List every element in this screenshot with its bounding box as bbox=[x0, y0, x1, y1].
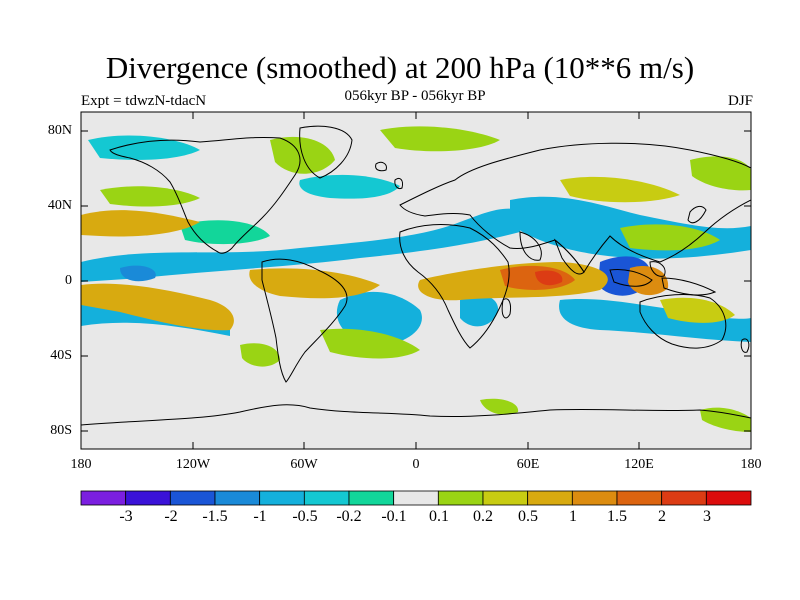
colorbar-label: 2 bbox=[658, 508, 666, 525]
colorbar-swatch bbox=[303, 490, 350, 506]
colorbar-label: 1.5 bbox=[607, 508, 627, 525]
lat-tick-label: 0 bbox=[65, 273, 72, 288]
lon-tick-label: 120E bbox=[624, 457, 654, 472]
colorbar-label: -0.2 bbox=[336, 508, 362, 525]
colorbar-label: 0.5 bbox=[518, 508, 538, 525]
colorbar-swatch bbox=[125, 490, 171, 506]
colorbar-label: -0.1 bbox=[381, 508, 407, 525]
lon-tick-label: 0 bbox=[412, 457, 420, 472]
colorbar-label: 0.1 bbox=[429, 508, 449, 525]
colorbar-swatch bbox=[169, 490, 216, 506]
colorbar-swatch bbox=[214, 490, 261, 506]
lon-tick-label: 60W bbox=[290, 457, 318, 472]
colorbar-label: -0.5 bbox=[292, 508, 318, 525]
colorbar-label: 0.2 bbox=[473, 508, 493, 525]
period-label: 056kyr BP - 056kyr BP bbox=[344, 88, 486, 104]
plot-title: Divergence (smoothed) at 200 hPa (10**6 … bbox=[105, 50, 695, 85]
lon-tick-label: 60E bbox=[516, 457, 540, 472]
colorbar-label: -2 bbox=[164, 508, 178, 525]
axis-ticks bbox=[80, 112, 752, 449]
colorbar-label: 1 bbox=[569, 508, 577, 525]
lat-tick-label: 40S bbox=[50, 348, 72, 363]
colorbar-label: -1.5 bbox=[202, 508, 228, 525]
lat-tick-label: 40N bbox=[47, 198, 72, 213]
colorbar-swatch bbox=[437, 490, 484, 506]
colorbar-swatch bbox=[705, 490, 752, 506]
colorbar-swatch bbox=[616, 490, 663, 506]
season-label: DJF bbox=[727, 93, 753, 109]
colorbar-swatch bbox=[661, 490, 707, 506]
colorbar-swatch bbox=[259, 490, 305, 506]
colorbar-label: -3 bbox=[119, 508, 133, 525]
coastlines bbox=[81, 125, 751, 426]
colorbar-swatch bbox=[571, 490, 618, 506]
experiment-label: Expt = tdwzN-tdacN bbox=[81, 93, 207, 109]
colorbar-swatch bbox=[348, 490, 395, 506]
colorbar-swatch bbox=[393, 490, 439, 506]
lat-tick-label: 80S bbox=[50, 423, 72, 438]
colorbar-label: -1 bbox=[253, 508, 267, 525]
colorbar-swatch bbox=[527, 490, 573, 506]
lon-tick-label: 180 bbox=[740, 457, 762, 472]
lon-tick-label: 120W bbox=[175, 457, 211, 472]
lat-tick-label: 80N bbox=[47, 123, 72, 138]
lon-tick-label: 180 bbox=[70, 457, 92, 472]
colorbar-swatch bbox=[482, 490, 529, 506]
colorbar-swatch bbox=[80, 490, 127, 506]
colorbar-label: 3 bbox=[703, 508, 711, 525]
